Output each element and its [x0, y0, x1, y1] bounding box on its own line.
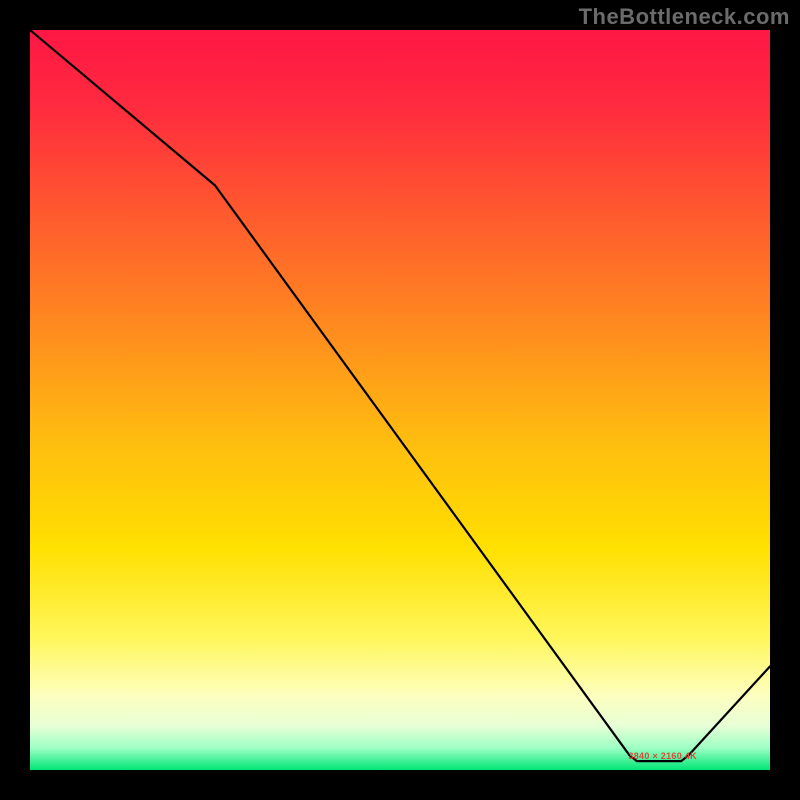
- gradient-plot: [30, 30, 770, 770]
- chart-frame: TheBottleneck.com 3840 × 2160 4K: [0, 0, 800, 800]
- plot-background: [30, 30, 770, 770]
- resolution-label: 3840 × 2160 4K: [628, 751, 697, 761]
- watermark-text: TheBottleneck.com: [579, 4, 790, 30]
